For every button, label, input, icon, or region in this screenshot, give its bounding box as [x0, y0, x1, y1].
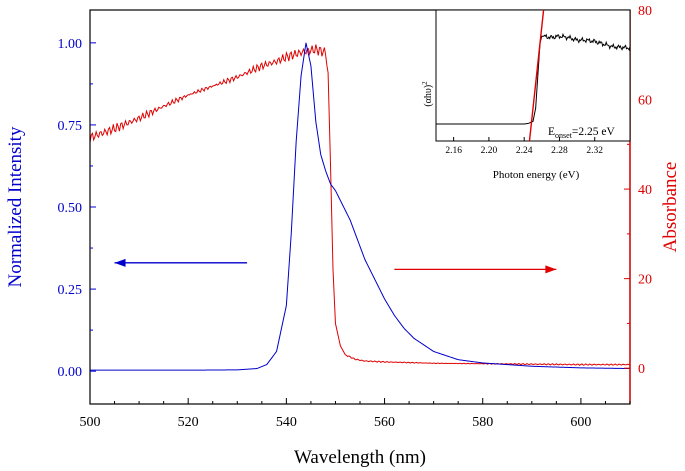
left-tick-label: 1.00 — [58, 37, 83, 52]
left-tick-label: 0.00 — [58, 365, 83, 380]
x-axis-label: Wavelength (nm) — [294, 447, 426, 468]
x-tick-label: 500 — [80, 415, 101, 430]
inset-series-group — [436, 10, 630, 141]
inset-x-tick-label: 2.20 — [481, 146, 498, 156]
inset-y-axis-label-sup: 2 — [421, 81, 429, 85]
left-tick-label: 0.25 — [58, 283, 83, 298]
right-tick-label: 20 — [638, 273, 652, 288]
right-axis-label: Absorbance — [660, 162, 681, 253]
arrow-left-head — [114, 258, 126, 267]
emission-series-line — [90, 42, 630, 371]
absorbance-series-line — [90, 44, 630, 366]
onset-label-value: =2.25 eV — [572, 126, 616, 138]
inset-x-axis-ticks: 2.16 2.20 2.24 2.28 2.32 — [445, 137, 603, 156]
arrow-left-blue — [114, 258, 248, 267]
right-tick-label: 0 — [638, 362, 645, 377]
onset-label-sub: onset — [555, 131, 573, 140]
left-tick-label: 0.50 — [58, 201, 83, 216]
inset-y-axis-label-main: (αhυ) — [423, 85, 434, 107]
arrow-right-red — [394, 265, 557, 274]
inset-fit-line — [528, 10, 545, 141]
left-axis-label: Normalized Intensity — [5, 126, 26, 287]
inset-onset-annotation: Eonset=2.25 eV — [548, 126, 616, 140]
x-tick-label: 540 — [276, 415, 297, 430]
inset-y-axis-label: (αhυ)2 — [421, 81, 434, 107]
x-tick-label: 560 — [374, 415, 395, 430]
inset-x-tick-label: 2.32 — [586, 146, 603, 156]
arrow-right-head — [545, 265, 557, 274]
onset-label-main: E — [548, 126, 555, 138]
inset-plot: 2.16 2.20 2.24 2.28 2.32 Photon energy (eV) … — [421, 9, 631, 181]
main-series-group — [90, 42, 630, 371]
left-axis-ticks: 0.00 0.25 0.50 0.75 1.00 — [58, 37, 96, 380]
x-tick-label: 580 — [472, 415, 493, 430]
inset-x-tick-label: 2.28 — [551, 146, 568, 156]
inset-x-axis-label: Photon energy (eV) — [493, 169, 580, 181]
x-axis-ticks: 500 520 540 560 580 600 — [80, 398, 631, 430]
left-tick-label: 0.75 — [58, 119, 83, 134]
inset-x-tick-label: 2.16 — [445, 146, 462, 156]
inset-series-line — [436, 32, 630, 125]
right-axis-ticks: 0 20 40 60 80 — [624, 4, 652, 377]
right-tick-label: 80 — [638, 4, 652, 19]
x-tick-label: 520 — [178, 415, 199, 430]
right-tick-label: 40 — [638, 183, 652, 198]
right-tick-label: 60 — [638, 94, 652, 109]
x-tick-label: 600 — [570, 415, 591, 430]
inset-x-tick-label: 2.24 — [516, 146, 533, 156]
